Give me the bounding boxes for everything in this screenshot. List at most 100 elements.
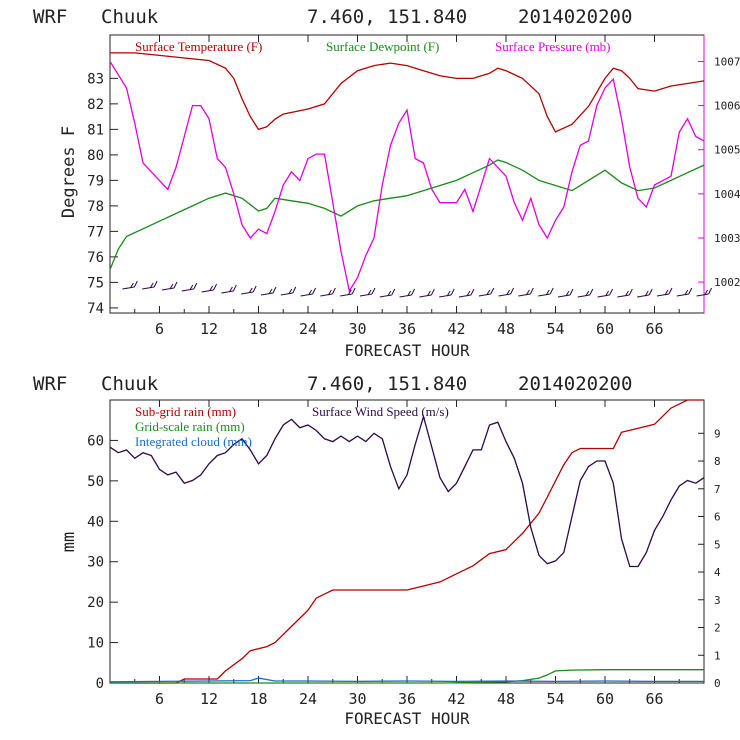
legend-wind-speed: Surface Wind Speed (m/s) bbox=[312, 404, 449, 419]
series-line-integrated-cloud bbox=[109, 677, 704, 683]
y2tick-label: 1007 bbox=[714, 55, 740, 68]
xtick-label: 54 bbox=[546, 690, 564, 708]
ytick-label: 30 bbox=[87, 555, 104, 571]
xtick-label: 30 bbox=[348, 320, 366, 338]
wind-barb-flag bbox=[510, 287, 515, 295]
wind-barb-flag bbox=[248, 287, 253, 294]
plot-frame-top bbox=[109, 34, 705, 314]
xtick-label: 6 bbox=[155, 690, 164, 708]
wind-barb-shaft bbox=[498, 293, 511, 297]
header-init-2: 2014020200 bbox=[518, 373, 632, 395]
legend-dewpoint: Surface Dewpoint (F) bbox=[326, 39, 439, 54]
xtick-label: 30 bbox=[348, 690, 366, 708]
wind-barb-flag bbox=[470, 288, 475, 296]
wind-barb-flag bbox=[644, 290, 649, 297]
wind-barb-shaft bbox=[260, 292, 274, 296]
ytick-label: 74 bbox=[87, 301, 104, 317]
wind-barb-flag bbox=[569, 288, 574, 296]
y2tick-label: 1 bbox=[714, 649, 721, 662]
xtick-label: 36 bbox=[398, 690, 416, 708]
wind-barb-shaft bbox=[637, 294, 650, 298]
y2tick-label: 8 bbox=[714, 455, 721, 468]
wind-barb-shaft bbox=[458, 294, 472, 298]
wind-barb-shaft bbox=[320, 293, 333, 297]
y2tick-label: 5 bbox=[714, 538, 721, 551]
legend-temperature: Surface Temperature (F) bbox=[135, 39, 262, 54]
xtick-label: 12 bbox=[200, 320, 218, 338]
wind-barb-shaft bbox=[696, 293, 709, 297]
y2tick-label: 1006 bbox=[714, 100, 740, 113]
xtick-label: 18 bbox=[249, 320, 267, 338]
wind-barb-flag bbox=[624, 290, 629, 297]
yaxis-label-bottom: mm bbox=[59, 532, 79, 552]
wind-barb-shaft bbox=[201, 289, 214, 293]
rain-axis: 0 10 20 30 40 50 60 bbox=[87, 433, 118, 692]
ytick-label: 83 bbox=[87, 71, 104, 87]
header-station-2: Chuuk bbox=[101, 373, 159, 395]
wind-barb-flag bbox=[308, 289, 313, 296]
series-line-surface-temperature bbox=[110, 52, 705, 133]
xtick-label: 66 bbox=[645, 690, 663, 708]
wind-barb-flag bbox=[312, 287, 317, 295]
xtick-label: 60 bbox=[596, 690, 614, 708]
ytick-label: 76 bbox=[87, 250, 104, 266]
y2tick-label: 3 bbox=[714, 594, 721, 607]
wind-barb-flag bbox=[506, 289, 511, 296]
wind-barb-flag bbox=[252, 285, 257, 293]
ytick-label: 20 bbox=[87, 595, 104, 611]
wind-barb-flag bbox=[668, 287, 673, 295]
y2tick-label: 1002 bbox=[714, 276, 740, 289]
header-top: WRF Chuuk 7.460, 151.840 2014020200 bbox=[33, 6, 632, 28]
wind-barb-flag bbox=[149, 282, 154, 289]
wind-barb-flag bbox=[589, 288, 594, 296]
xaxis-label-top: FORECAST HOUR bbox=[344, 341, 470, 360]
wind-barb-shaft bbox=[656, 293, 670, 297]
header-model-2: WRF bbox=[33, 373, 67, 395]
ytick-label: 77 bbox=[87, 224, 104, 240]
wind-barb-shaft bbox=[557, 294, 571, 298]
wind-barb-flag bbox=[688, 287, 693, 295]
series-line-surface-pressure bbox=[109, 61, 705, 293]
wind-barb-flag bbox=[704, 289, 709, 296]
y2tick-label: 6 bbox=[714, 511, 721, 524]
xtick-label: 6 bbox=[155, 320, 164, 338]
y2tick-label: 0 bbox=[714, 677, 721, 690]
wind-speed-axis: 0 1 2 3 4 5 6 7 8 9 bbox=[698, 427, 721, 690]
wind-barb-flag bbox=[565, 290, 570, 297]
wind-barb-flag bbox=[708, 287, 713, 295]
header-model: WRF bbox=[33, 6, 67, 28]
wind-barb-shaft bbox=[379, 294, 392, 298]
forecast-hour-axis-bottom: 6 12 18 24 30 36 42 48 54 60 66 bbox=[134, 400, 680, 708]
wind-barb-flag bbox=[228, 286, 233, 293]
wind-barb-shaft bbox=[280, 292, 293, 296]
pressure-axis: 1002 1003 1004 1005 1006 1007 bbox=[698, 55, 740, 289]
series-line-surface-dewpoint bbox=[109, 159, 705, 270]
y2tick-label: 1003 bbox=[714, 232, 740, 245]
xtick-label: 42 bbox=[447, 320, 465, 338]
y2tick-label: 2 bbox=[714, 622, 721, 635]
legend-integrated-cloud: Integrated cloud (mm) bbox=[135, 434, 252, 449]
wind-barb-flag bbox=[193, 282, 198, 290]
xaxis-label-bottom: FORECAST HOUR bbox=[344, 709, 470, 728]
rain-series-group bbox=[109, 399, 705, 684]
wind-barb-flag bbox=[466, 290, 471, 297]
xtick-label: 42 bbox=[447, 690, 465, 708]
wind-barb-flag bbox=[605, 290, 610, 297]
temperature-axis: 74 75 76 77 78 79 80 81 82 83 bbox=[87, 71, 118, 317]
wind-barb-flag bbox=[129, 282, 134, 289]
ytick-label: 60 bbox=[87, 433, 104, 449]
wind-barb-flag bbox=[272, 286, 277, 294]
ytick-label: 0 bbox=[96, 676, 104, 692]
xtick-label: 54 bbox=[546, 320, 564, 338]
wind-barb-flag bbox=[430, 288, 435, 296]
wind-barb-flag bbox=[486, 289, 491, 296]
wind-barb-shaft bbox=[359, 293, 373, 297]
wind-barb-flag bbox=[292, 286, 297, 294]
wind-barb-flag bbox=[153, 280, 158, 288]
wind-barb-shaft bbox=[478, 293, 491, 297]
wind-barb-flag bbox=[387, 290, 392, 297]
wind-barb-flag bbox=[209, 285, 214, 292]
wind-barb-flag bbox=[529, 287, 534, 295]
ytick-label: 80 bbox=[87, 148, 104, 164]
